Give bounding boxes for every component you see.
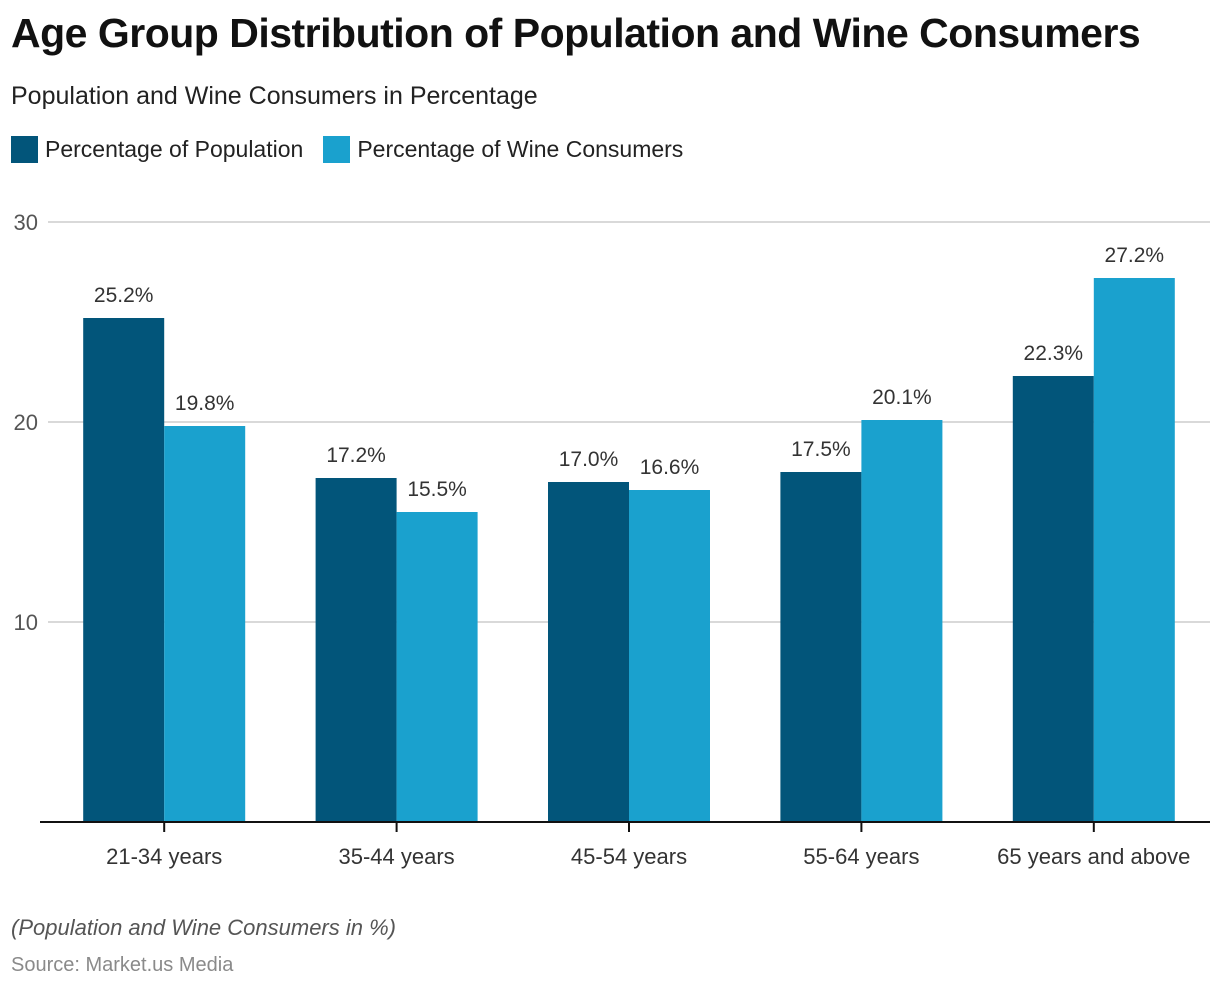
- bar-wine-consumers: [396, 512, 478, 822]
- x-tick-label: 45-54 years: [571, 844, 687, 869]
- legend-item-population: Percentage of Population: [11, 136, 303, 163]
- x-tick-label: 21-34 years: [106, 844, 222, 869]
- bar-wine-consumers: [164, 426, 246, 822]
- data-label: 17.0%: [559, 448, 619, 471]
- x-axis: 21-34 years 35-44 years 45-54 years 55-64 y…: [40, 821, 1210, 869]
- legend-label-population: Percentage of Population: [45, 136, 304, 162]
- y-tick-label: 20: [14, 410, 38, 435]
- data-label: 17.5%: [791, 438, 851, 461]
- legend-label-wine-consumers: Percentage of Wine Consumers: [357, 136, 684, 162]
- data-label: 17.2%: [326, 444, 386, 467]
- bar-population: [1012, 376, 1094, 822]
- legend: Percentage of Population Percentage of W…: [11, 136, 703, 163]
- y-tick-label: 30: [14, 210, 38, 235]
- bar-population: [780, 472, 862, 822]
- bar-wine-consumers: [861, 420, 943, 822]
- y-tick-label: 10: [14, 610, 38, 635]
- chart-subtitle: Population and Wine Consumers in Percent…: [11, 82, 538, 110]
- x-tick-label: 55-64 years: [803, 844, 919, 869]
- data-label: 19.8%: [175, 392, 235, 415]
- data-label: 22.3%: [1024, 342, 1084, 365]
- bars: [83, 278, 1175, 822]
- footnote: (Population and Wine Consumers in %): [11, 915, 396, 940]
- data-label: 16.6%: [640, 456, 700, 479]
- bar-population: [315, 478, 397, 822]
- bar-wine-consumers: [1093, 278, 1175, 822]
- bar-population: [548, 482, 629, 822]
- chart-title: Age Group Distribution of Population and…: [11, 10, 1141, 56]
- data-label: 25.2%: [94, 284, 154, 307]
- x-tick-label: 65 years and above: [997, 844, 1190, 869]
- x-tick-label: 35-44 years: [339, 844, 455, 869]
- source-credit: Source: Market.us Media: [11, 954, 234, 976]
- data-label: 15.5%: [407, 478, 467, 501]
- bar-wine-consumers: [629, 490, 710, 822]
- data-labels: 25.2% 19.8% 17.2% 15.5% 17.0% 16.6% 17.5% 20.1%…: [94, 244, 1164, 501]
- bar-population: [83, 318, 165, 822]
- data-label: 20.1%: [872, 386, 932, 409]
- legend-swatch-wine-consumers: [323, 136, 351, 163]
- legend-swatch-population: [11, 136, 38, 163]
- legend-item-wine-consumers: Percentage of Wine Consumers: [323, 136, 683, 163]
- data-label: 27.2%: [1105, 244, 1165, 267]
